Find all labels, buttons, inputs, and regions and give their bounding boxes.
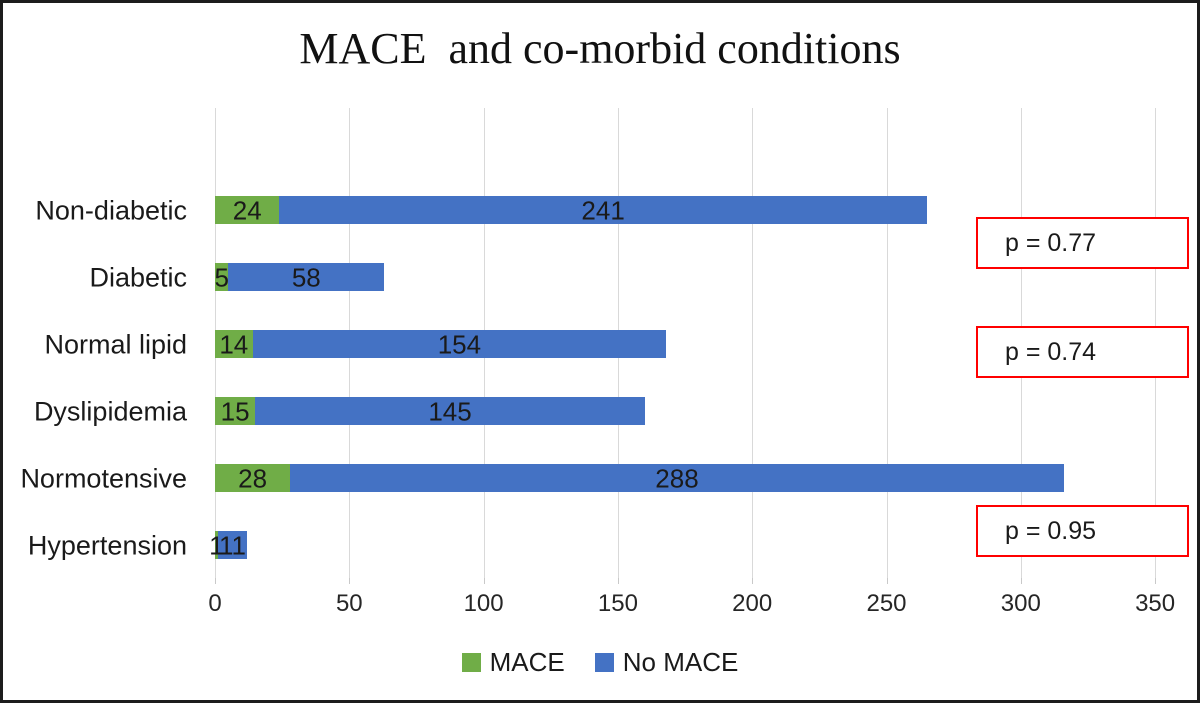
- axis-tick-300: [1020, 578, 1022, 584]
- axis-tick-150: [617, 578, 619, 584]
- legend-label: No MACE: [622, 647, 739, 677]
- bar-segment-mace: [215, 463, 291, 492]
- p-value-box: p = 0.95: [976, 505, 1189, 557]
- category-label: Non-diabetic: [35, 195, 187, 225]
- data-label-no-mace: 58: [291, 262, 321, 293]
- category-label: Normal lipid: [44, 329, 187, 360]
- axis-tick-0: [215, 578, 216, 584]
- legend-item-no-mace: No MACE: [594, 647, 739, 678]
- x-axis-tick-label: 50: [335, 590, 363, 617]
- data-label-mace: 28: [238, 463, 268, 494]
- data-label-no-mace: 241: [581, 195, 625, 225]
- data-label-mace: 15: [220, 396, 250, 427]
- axis-tick-100: [483, 578, 485, 584]
- data-label-mace: 24: [232, 195, 262, 225]
- x-axis-tick-label: 250: [866, 590, 907, 617]
- x-axis-tick-label: 100: [463, 590, 504, 617]
- p-value-label: p = 0.74: [1005, 337, 1097, 366]
- chart-title: MACE and co-morbid conditions: [299, 24, 901, 73]
- bar-row-diabetic: [215, 262, 385, 291]
- axis-tick-200: [752, 578, 754, 584]
- legend-label: MACE: [489, 647, 565, 677]
- legend: MACE No MACE: [3, 647, 1197, 678]
- legend-swatch-icon: [461, 653, 481, 672]
- x-axis-tick-label: 200: [732, 590, 773, 617]
- x-axis-tick-label: 0: [208, 590, 222, 617]
- gridline-200: [752, 108, 754, 578]
- p-value-box: p = 0.74: [976, 326, 1189, 378]
- axis-tick-50: [349, 578, 351, 584]
- x-axis-tick-label: 150: [597, 590, 638, 617]
- bar-row-hypertension: [215, 531, 248, 559]
- bar-row-normotensive: [215, 463, 1064, 492]
- bar-segment-no-mace: [217, 531, 248, 559]
- gridline-250: [886, 108, 888, 578]
- p-value-label: p = 0.77: [1005, 228, 1097, 257]
- bar-segment-mace: [215, 329, 253, 358]
- bar-segment-no-mace: [228, 262, 385, 291]
- category-label: Dyslipidemia: [33, 396, 187, 427]
- x-axis-tick-label: 350: [1135, 590, 1176, 617]
- bar-row-non-diabetic: [215, 195, 927, 224]
- x-axis-tick-label: 300: [1000, 590, 1041, 617]
- bar-segment-no-mace: [252, 329, 667, 358]
- category-label: Hypertension: [27, 530, 187, 561]
- bar-segment-mace: [215, 531, 218, 559]
- data-label-no-mace: 288: [655, 463, 699, 494]
- bar-segment-no-mace: [279, 195, 927, 224]
- data-label-no-mace: 145: [428, 396, 472, 427]
- bar-segment-mace: [215, 195, 280, 224]
- bar-segment-no-mace: [290, 463, 1064, 492]
- p-value-label: p = 0.95: [1005, 516, 1097, 545]
- legend-swatch-icon: [594, 653, 614, 672]
- data-label-mace: 5: [214, 262, 229, 293]
- bar-row-normal-lipid: [215, 329, 667, 358]
- bar-segment-no-mace: [255, 396, 645, 425]
- data-label-no-mace: 11: [218, 530, 246, 561]
- bar-segment-mace: [215, 396, 256, 425]
- data-label-mace: 14: [219, 329, 249, 360]
- bar-row-dyslipidemia: [215, 396, 645, 425]
- axis-tick-350: [1155, 578, 1157, 584]
- category-label: Normotensive: [20, 463, 187, 494]
- data-label-mace: 1: [209, 530, 224, 561]
- bar-segment-mace: [215, 262, 229, 291]
- legend-item-mace: MACE: [461, 647, 565, 678]
- p-value-box: p = 0.77: [976, 217, 1189, 269]
- category-label: Diabetic: [89, 262, 187, 293]
- axis-tick-250: [886, 578, 888, 584]
- data-label-no-mace: 154: [437, 329, 482, 360]
